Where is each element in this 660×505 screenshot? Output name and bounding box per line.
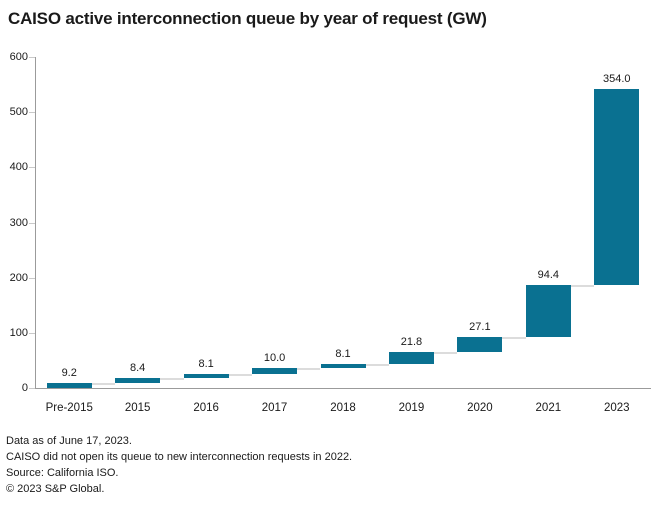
bar-value-label: 27.1 — [469, 320, 491, 333]
bar-value-label: 10.0 — [263, 352, 286, 365]
footnote-copyright: © 2023 S&P Global. — [6, 483, 105, 495]
waterfall-connector — [502, 336, 526, 339]
footnote-source: Source: California ISO. — [6, 467, 119, 479]
y-axis-tick-label: 100 — [9, 326, 28, 339]
bar-2019 — [388, 351, 434, 364]
bar-2015 — [115, 378, 161, 383]
bar-value-label: 354.0 — [603, 73, 631, 86]
y-axis-tick-label: 600 — [9, 51, 28, 63]
waterfall-connector — [433, 351, 458, 354]
bar-2017 — [252, 368, 298, 374]
waterfall-connector — [297, 368, 321, 371]
x-axis-tick-label: 2019 — [398, 402, 425, 414]
x-axis-line — [35, 388, 651, 389]
x-axis-tick-label: Pre-2015 — [45, 402, 93, 414]
y-axis-tick — [29, 277, 35, 279]
bar-2016 — [183, 373, 229, 379]
chart-title: CAISO active interconnection queue by ye… — [8, 9, 487, 28]
bar-value-label: 94.4 — [537, 268, 560, 281]
waterfall-connector — [228, 373, 253, 376]
y-axis-tick — [29, 222, 35, 224]
y-axis-tick — [29, 112, 35, 114]
footnote-2022-note: CAISO did not open its queue to new inte… — [6, 451, 353, 463]
waterfall-connector — [570, 284, 595, 287]
bar-value-label: 8.4 — [130, 362, 146, 375]
y-axis-tick — [29, 167, 35, 169]
x-axis-tick-label: 2017 — [261, 402, 288, 414]
bar-value-label: 21.8 — [400, 335, 423, 348]
waterfall-connector — [365, 363, 389, 366]
chart-footnotes: Data as of June 17, 2023. CAISO did not … — [6, 433, 352, 497]
y-axis-tick — [29, 388, 35, 389]
y-axis-tick-label: 200 — [9, 271, 28, 284]
bar-value-label: 8.1 — [198, 357, 214, 370]
y-axis-tick-label: 400 — [9, 161, 28, 174]
y-axis-tick — [29, 57, 35, 58]
y-axis-line — [35, 57, 36, 388]
waterfall-connector — [160, 378, 184, 381]
y-axis-tick — [29, 332, 35, 334]
y-axis-tick-label: 0 — [21, 382, 28, 394]
bar-2023 — [594, 89, 640, 285]
bar-pre-2015 — [46, 382, 92, 388]
bar-2020 — [457, 336, 503, 352]
y-axis-tick-label: 500 — [9, 106, 28, 119]
bar-2018 — [320, 363, 366, 369]
x-axis-tick-label: 2021 — [535, 402, 562, 414]
y-axis-tick-label: 300 — [9, 216, 28, 229]
bar-2021 — [525, 284, 571, 337]
x-axis-tick-label: 2018 — [330, 402, 356, 414]
x-axis-tick-label: 2016 — [193, 402, 219, 414]
x-axis-tick-label: 2015 — [124, 402, 151, 414]
x-axis-tick-label: 2020 — [467, 402, 493, 414]
x-axis-tick-label: 2023 — [603, 402, 630, 414]
waterfall-connector — [91, 382, 116, 385]
bar-value-label: 9.2 — [61, 366, 77, 379]
footnote-data-as-of: Data as of June 17, 2023. — [6, 435, 132, 447]
bar-value-label: 8.1 — [335, 347, 351, 360]
